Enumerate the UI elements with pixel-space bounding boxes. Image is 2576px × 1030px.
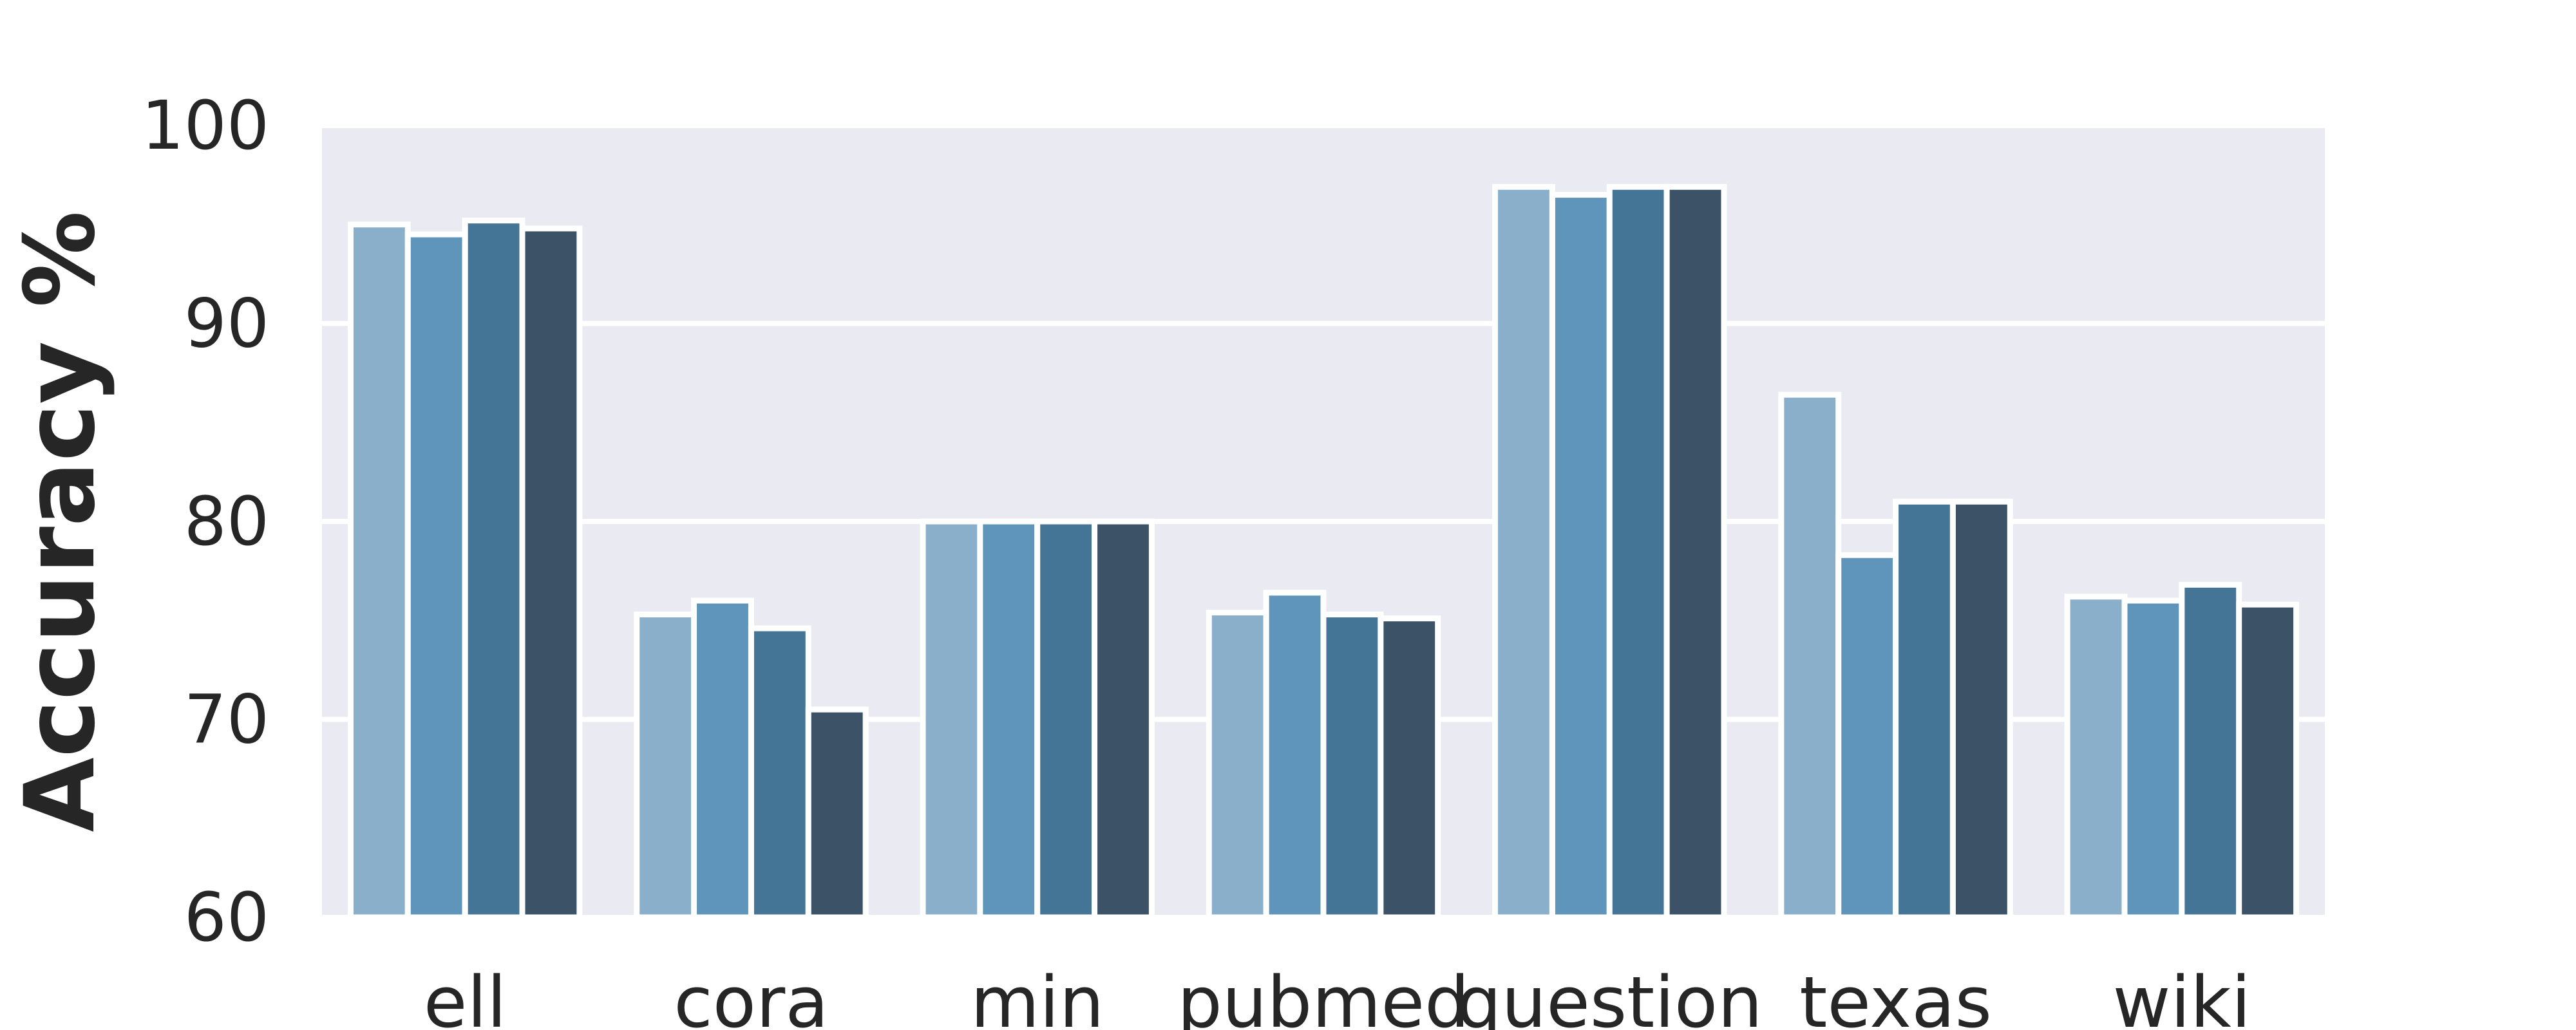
bar-pubmed-2 xyxy=(1263,590,1327,921)
bar-min-1 xyxy=(920,518,983,921)
x-tick-label: cora xyxy=(674,961,828,1030)
bar-texas-3 xyxy=(1893,498,1956,921)
bar-pubmed-4 xyxy=(1378,615,1441,921)
bar-ell-1 xyxy=(347,221,411,921)
bar-ell-3 xyxy=(462,218,526,921)
bar-ell-2 xyxy=(404,231,468,921)
bar-pubmed-3 xyxy=(1320,612,1384,921)
x-tick-label: texas xyxy=(1799,961,1992,1030)
bar-texas-1 xyxy=(1778,391,1842,921)
y-tick-label: 70 xyxy=(184,680,269,759)
bar-ell-4 xyxy=(519,225,583,921)
y-axis-title: Accuracy % xyxy=(5,211,117,832)
y-tick-label: 100 xyxy=(141,86,269,165)
bar-cora-4 xyxy=(805,706,869,921)
x-tick-label: question xyxy=(1457,961,1763,1030)
y-tick-label: 90 xyxy=(184,285,269,363)
bar-question-2 xyxy=(1549,192,1613,921)
bar-texas-2 xyxy=(1835,552,1899,921)
bar-wiki-3 xyxy=(2179,581,2242,921)
bar-wiki-1 xyxy=(2064,594,2128,921)
bar-cora-1 xyxy=(634,612,697,921)
bar-texas-4 xyxy=(1949,498,2013,921)
y-tick-label: 60 xyxy=(184,878,269,957)
x-tick-label: min xyxy=(971,961,1104,1030)
bar-min-4 xyxy=(1092,518,1155,921)
bar-cora-3 xyxy=(748,625,811,921)
bar-cora-2 xyxy=(691,597,754,921)
bars xyxy=(347,183,2300,921)
y-tick-label: 80 xyxy=(184,482,269,561)
bar-question-4 xyxy=(1663,183,1727,921)
bar-question-3 xyxy=(1606,183,1670,921)
x-tick-label: pubmed xyxy=(1177,961,1470,1030)
bar-pubmed-1 xyxy=(1206,609,1269,921)
bar-min-2 xyxy=(977,518,1041,921)
y-tick-labels: 60 70 80 90 100 xyxy=(141,86,269,957)
bar-wiki-2 xyxy=(2121,597,2185,921)
x-tick-label: ell xyxy=(424,961,507,1030)
bar-wiki-4 xyxy=(2236,601,2300,921)
bar-question-1 xyxy=(1492,183,1555,921)
bar-min-3 xyxy=(1034,518,1098,921)
x-tick-label: wiki xyxy=(2112,961,2251,1030)
